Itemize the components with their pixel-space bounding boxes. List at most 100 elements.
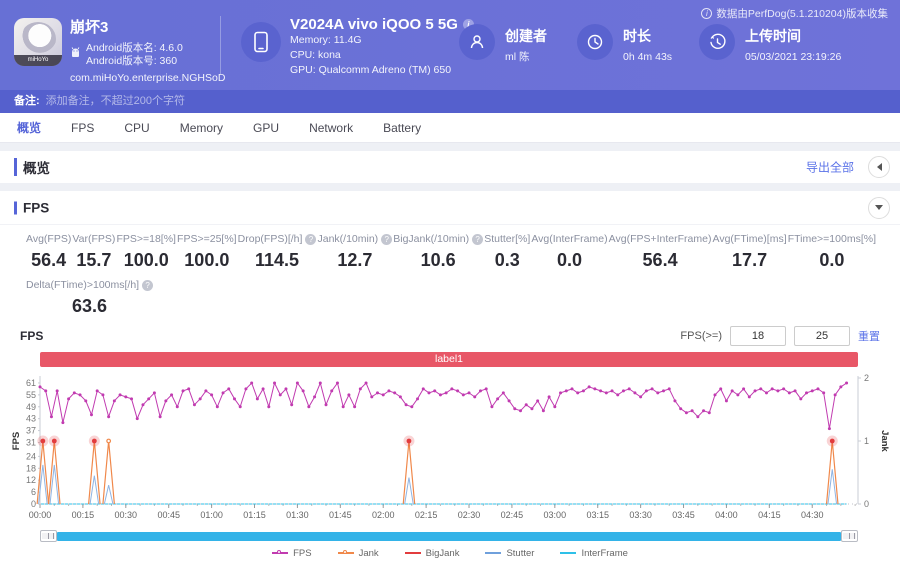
legend-line-icon <box>405 552 421 554</box>
android-version: Android版本名: 4.6.0 <box>86 42 183 55</box>
svg-text:02:45: 02:45 <box>501 510 524 520</box>
svg-text:Jank: Jank <box>879 430 890 452</box>
legend-item-InterFrame[interactable]: InterFrame <box>560 548 627 559</box>
collapse-fps-button[interactable] <box>868 197 890 219</box>
svg-text:49: 49 <box>26 402 36 412</box>
stat-Avg(FTime)[ms]: Avg(FTime)[ms]17.7 <box>713 233 787 271</box>
fps-threshold-low-input[interactable] <box>730 326 786 346</box>
legend-item-Jank[interactable]: Jank <box>338 548 379 559</box>
svg-text:FPS: FPS <box>11 432 22 450</box>
tab-CPU[interactable]: CPU <box>109 113 164 143</box>
svg-text:61: 61 <box>26 378 36 388</box>
svg-text:03:45: 03:45 <box>672 510 695 520</box>
stat-Var(FPS): Var(FPS)15.7 <box>72 233 115 271</box>
collapse-panel-button[interactable] <box>868 156 890 178</box>
svg-text:31: 31 <box>26 437 36 447</box>
svg-text:01:15: 01:15 <box>243 510 266 520</box>
perfdog-version-note: i 数据由PerfDog(5.1.210204)版本收集 <box>701 6 888 21</box>
svg-text:03:00: 03:00 <box>544 510 567 520</box>
app-icon: miHoYo <box>14 18 62 66</box>
tab-FPS[interactable]: FPS <box>56 113 109 143</box>
legend-item-Stutter[interactable]: Stutter <box>485 548 534 559</box>
fps-threshold-label: FPS(>=) <box>680 330 722 342</box>
note-placeholder: 添加备注，不超过200个字符 <box>46 95 185 107</box>
fps-section-title: FPS <box>14 200 49 215</box>
duration-label: 时长 <box>623 26 672 46</box>
legend-line-icon <box>485 552 501 554</box>
help-icon[interactable]: ? <box>305 234 316 245</box>
scrollbar-right-handle[interactable] <box>841 530 858 542</box>
svg-text:55: 55 <box>26 390 36 400</box>
fps-threshold-high-input[interactable] <box>794 326 850 346</box>
device-gpu: GPU: Qualcomm Adreno (TM) 650 <box>290 63 474 78</box>
svg-text:0: 0 <box>31 499 36 509</box>
scrollbar-track[interactable] <box>57 532 841 541</box>
stat-Avg(FPS+InterFrame): Avg(FPS+InterFrame)56.4 <box>609 233 712 271</box>
fps-chart[interactable]: 61554943373124181260210FPSJank00:0000:15… <box>10 370 890 528</box>
legend-item-BigJank[interactable]: BigJank <box>405 548 460 559</box>
header-divider <box>220 16 221 74</box>
note-label: 备注: <box>14 95 40 107</box>
tab-Battery[interactable]: Battery <box>368 113 436 143</box>
help-icon[interactable]: ? <box>142 280 153 291</box>
svg-text:04:00: 04:00 <box>715 510 738 520</box>
perfdog-version-text: 数据由PerfDog(5.1.210204)版本收集 <box>716 6 888 21</box>
export-all-link[interactable]: 导出全部 <box>806 159 854 176</box>
fps-stats-row: Avg(FPS)56.4Var(FPS)15.7FPS>=18[%]100.0F… <box>0 225 900 271</box>
svg-text:02:30: 02:30 <box>458 510 481 520</box>
chart-label-banner: label1 <box>40 352 858 367</box>
tab-概览[interactable]: 概览 <box>2 113 56 143</box>
stat-FPS>=25[%]: FPS>=25[%]100.0 <box>177 233 237 271</box>
app-package: com.miHoYo.enterprise.NGHSoD <box>70 72 225 84</box>
legend-line-icon <box>560 552 576 554</box>
chart-title: FPS <box>20 329 43 343</box>
report-header: i 数据由PerfDog(5.1.210204)版本收集 miHoYo 崩坏3 … <box>0 0 900 90</box>
svg-text:00:15: 00:15 <box>72 510 95 520</box>
svg-text:6: 6 <box>31 487 36 497</box>
overview-section-header: 概览 导出全部 <box>0 151 900 183</box>
svg-text:02:00: 02:00 <box>372 510 395 520</box>
svg-text:01:45: 01:45 <box>329 510 352 520</box>
tab-Network[interactable]: Network <box>294 113 368 143</box>
stat-FPS>=18[%]: FPS>=18[%]100.0 <box>116 233 176 271</box>
note-bar[interactable]: 备注: 添加备注，不超过200个字符 <box>0 90 900 113</box>
svg-text:00:45: 00:45 <box>157 510 180 520</box>
stat-FTime>=100ms[%]: FTime>=100ms[%]0.0 <box>788 233 876 271</box>
help-icon[interactable]: ? <box>381 234 392 245</box>
svg-text:03:15: 03:15 <box>586 510 609 520</box>
tab-GPU[interactable]: GPU <box>238 113 294 143</box>
reset-link[interactable]: 重置 <box>858 328 880 344</box>
upload-time-value: 05/03/2021 23:19:26 <box>745 50 841 65</box>
fps-panel: FPS Avg(FPS)56.4Var(FPS)15.7FPS>=18[%]10… <box>0 191 900 568</box>
stat-BigJank(/10min): BigJank(/10min)?10.6 <box>393 233 483 271</box>
scrollbar-left-handle[interactable] <box>40 530 57 542</box>
clock-icon <box>577 24 613 60</box>
stat-Jank(/10min): Jank(/10min)?12.7 <box>317 233 392 271</box>
svg-text:12: 12 <box>26 475 36 485</box>
svg-text:24: 24 <box>26 451 36 461</box>
stat-Avg(FPS): Avg(FPS)56.4 <box>26 233 71 271</box>
help-icon[interactable]: ? <box>472 234 483 245</box>
svg-text:04:15: 04:15 <box>758 510 781 520</box>
fps-stats-row2: Delta(FTime)>100ms[/h]?63.6 <box>0 271 900 317</box>
svg-text:03:30: 03:30 <box>629 510 652 520</box>
svg-text:02:15: 02:15 <box>415 510 438 520</box>
stat-Drop(FPS)[/h]: Drop(FPS)[/h]?114.5 <box>238 233 317 271</box>
stat-Delta(FTime)>100ms[/h]: Delta(FTime)>100ms[/h]?63.6 <box>26 279 153 317</box>
legend-item-FPS[interactable]: FPS <box>272 548 311 559</box>
tab-Memory[interactable]: Memory <box>165 113 238 143</box>
phone-icon <box>241 22 281 62</box>
history-clock-icon <box>699 24 735 60</box>
chart-legend: FPS Jank BigJank Stutter InterFrame <box>0 546 900 560</box>
stat-Avg(InterFrame): Avg(InterFrame)0.0 <box>531 233 607 271</box>
duration-value: 0h 4m 43s <box>623 50 672 65</box>
svg-text:18: 18 <box>26 463 36 473</box>
overview-title: 概览 <box>14 157 50 177</box>
android-build: Android版本号: 360 <box>86 55 183 68</box>
fps-chart-svg: 61554943373124181260210FPSJank00:0000:15… <box>10 370 890 528</box>
legend-line-icon <box>272 552 288 554</box>
svg-text:43: 43 <box>26 414 36 424</box>
svg-text:1: 1 <box>864 436 869 446</box>
svg-text:37: 37 <box>26 426 36 436</box>
device-cpu: CPU: kona <box>290 48 474 63</box>
